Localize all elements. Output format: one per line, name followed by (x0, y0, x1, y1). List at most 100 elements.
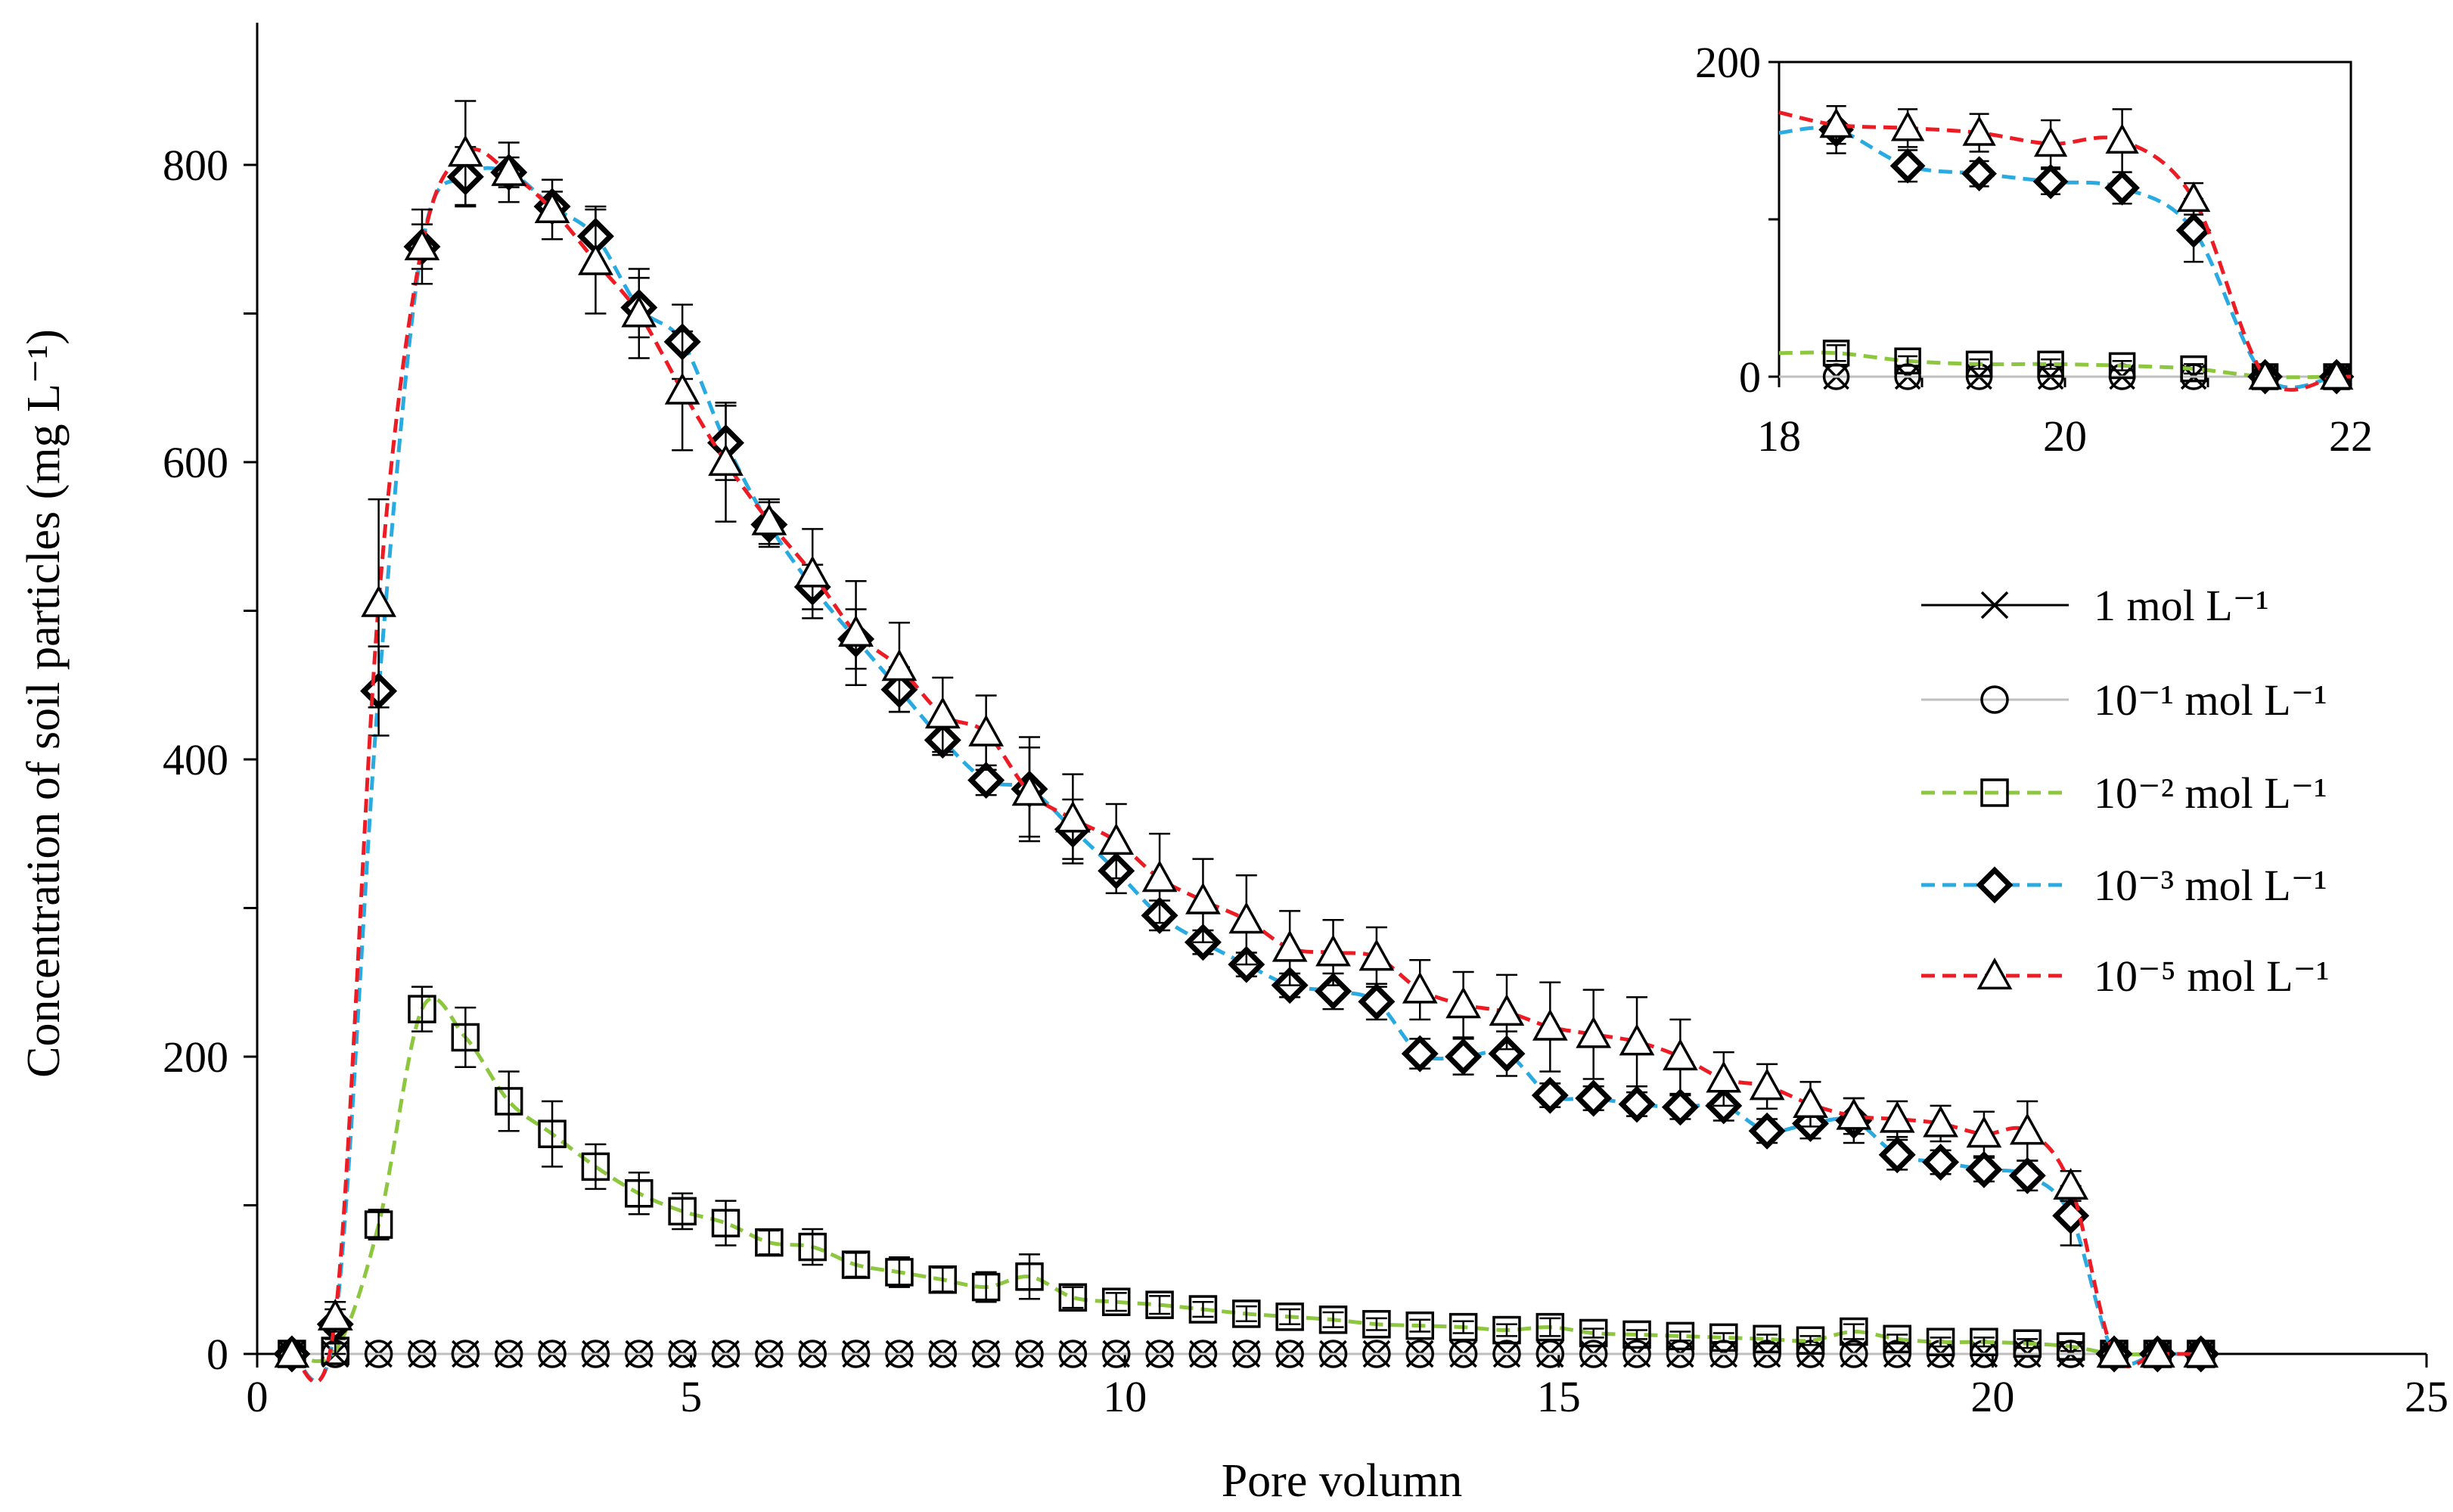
inset-data-point (2104, 170, 2140, 206)
legend-marker (1980, 685, 2009, 714)
data-point (2183, 1335, 2219, 1368)
data-point (1579, 1318, 1608, 1348)
data-point (1709, 1323, 1738, 1352)
data-point (1011, 774, 1048, 806)
data-point (967, 762, 1005, 799)
data-point (1272, 930, 1308, 962)
y-tick-label: 0 (206, 1330, 228, 1379)
data-point (625, 1179, 654, 1208)
x-tick-label: 0 (247, 1372, 269, 1421)
inset-data-point (2319, 359, 2354, 390)
data-point (885, 1258, 914, 1287)
data-point (1836, 1098, 1872, 1130)
inset-data-point (2033, 126, 2068, 157)
data-point (755, 1340, 784, 1368)
inset-data-point (2032, 163, 2069, 200)
data-point (1101, 1287, 1131, 1316)
series-square (278, 986, 2215, 1368)
data-point (1318, 1306, 1348, 1334)
y-tick-label: 200 (163, 1032, 228, 1082)
inset-x-tick-label: 18 (1757, 411, 1801, 461)
inset-data-point (1894, 347, 1921, 374)
data-point (1926, 1327, 1955, 1357)
data-point (274, 1335, 310, 1368)
data-point (1405, 1340, 1434, 1368)
data-point (581, 1340, 610, 1368)
data-point (968, 714, 1004, 747)
data-point (2008, 1157, 2046, 1194)
data-point (1883, 1324, 1911, 1354)
legend-label: 1 mol L⁻¹ (2094, 581, 2269, 630)
x-tick-label: 20 (1970, 1372, 2014, 1421)
inset-series-triangle (1778, 104, 2354, 392)
inset-data-point (2180, 355, 2207, 383)
data-point (1228, 902, 1265, 934)
data-point (2013, 1329, 2042, 1358)
data-point (1793, 1085, 1828, 1118)
data-point (578, 243, 613, 275)
data-point (1706, 1060, 1742, 1093)
data-point (1619, 1023, 1655, 1056)
data-point (794, 555, 831, 588)
data-point (1362, 1340, 1391, 1368)
x-axis-title: Pore volumn (1222, 1455, 1463, 1507)
inset-x-tick-label: 20 (2043, 411, 2087, 461)
data-point (1749, 1068, 1785, 1101)
legend-item: 10⁻² mol L⁻¹ (1921, 768, 2327, 818)
data-point (1492, 1315, 1521, 1345)
data-point (1402, 971, 1438, 1004)
x-tick-label: 5 (680, 1372, 702, 1421)
data-point (711, 1209, 741, 1237)
y-tick-label: 800 (163, 141, 228, 190)
data-point (841, 1250, 871, 1279)
data-point (361, 585, 396, 617)
data-point (755, 1228, 784, 1257)
data-point (2139, 1335, 2175, 1368)
data-point (494, 1087, 523, 1116)
inset-data-point (2037, 350, 2064, 378)
data-point (1531, 1076, 1569, 1114)
inset-x-tick-label: 22 (2329, 411, 2373, 461)
legend-marker (1976, 866, 2014, 904)
data-point (534, 191, 570, 224)
inset-y-tick-label: 0 (1739, 352, 1761, 402)
inset-data-point (1965, 350, 1993, 378)
x-tick-label: 10 (1103, 1372, 1147, 1421)
data-point (625, 1340, 654, 1368)
inset-data-point (1890, 110, 1925, 141)
data-point (1840, 1340, 1868, 1368)
data-point (668, 1197, 697, 1226)
inset-data-point (2105, 123, 2139, 154)
series-circle (278, 1340, 2215, 1368)
data-point (1188, 1295, 1218, 1324)
data-point (708, 443, 744, 477)
data-point (1145, 1340, 1174, 1368)
data-point (1401, 1035, 1439, 1073)
inset-data-point (1889, 147, 1926, 184)
data-point (1232, 1340, 1261, 1368)
data-point (1922, 1144, 1960, 1181)
data-point (1923, 1105, 1958, 1138)
data-point (1966, 1116, 2002, 1148)
inset-frame (1778, 61, 2352, 378)
data-point (1661, 1088, 1699, 1126)
data-point (1315, 973, 1352, 1011)
data-point (1532, 1008, 1568, 1041)
legend-item: 1 mol L⁻¹ (1921, 581, 2269, 630)
data-point (1622, 1340, 1651, 1368)
data-point (1576, 1016, 1612, 1048)
data-point (1315, 934, 1351, 967)
data-point (1275, 1302, 1304, 1331)
x-tick-label: 15 (1537, 1372, 1581, 1421)
data-point (538, 1119, 567, 1148)
data-point (885, 1340, 914, 1368)
y-tick-label: 600 (163, 438, 228, 487)
data-point (1405, 1311, 1434, 1340)
data-point (538, 1340, 567, 1368)
y-axis-title: Concentration of soil particles (mg L⁻¹) (18, 329, 70, 1078)
legend-marker (1980, 778, 2009, 807)
data-point (1101, 1340, 1131, 1368)
data-point (1449, 1312, 1478, 1342)
data-point (838, 614, 874, 647)
